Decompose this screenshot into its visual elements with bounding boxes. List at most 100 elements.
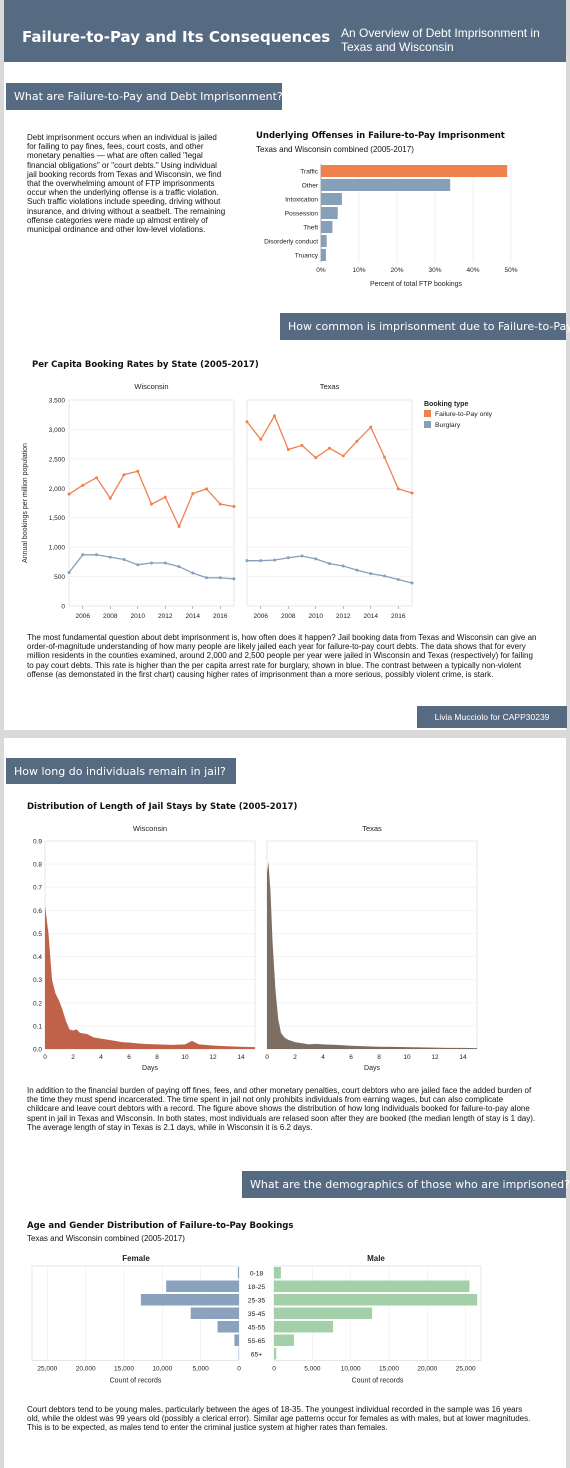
offenses-bar-chart: 0% 10% 20% 30% 40% 50% Traffic Other Intoxicatio…	[264, 164, 518, 288]
bar-intoxication	[321, 193, 342, 205]
y-tick-label: 1,000	[49, 545, 66, 552]
age-group-label: 0-18	[250, 1270, 264, 1277]
bar-possession	[321, 207, 338, 219]
data-point	[177, 525, 181, 529]
y-tick-label: 2,000	[49, 486, 66, 493]
demographics-chart-subtitle: Texas and Wisconsin combined (2005-2017)	[27, 1234, 185, 1243]
data-point	[300, 443, 304, 447]
y-tick-label: 0.1	[33, 1023, 42, 1030]
x-tick-label: 8	[377, 1054, 381, 1061]
panel-title-female: Female	[122, 1254, 150, 1263]
x-tick-label: 2012	[158, 613, 173, 620]
jail-stay-area-chart: 0.0 0.1 0.2 0.3 0.4 0.5 0.6 0.7 0.8 0.9 Wisconsin 0…	[33, 824, 478, 1072]
x-tick-label: 2010	[131, 613, 146, 620]
y-tick-label: Traffic	[300, 169, 318, 176]
bar-male-45-55	[274, 1321, 334, 1333]
bar-female-45-55	[217, 1321, 239, 1333]
data-point	[314, 456, 318, 460]
x-tick-label: 5,000	[193, 1366, 210, 1373]
bar-theft	[321, 221, 333, 233]
data-point	[136, 469, 140, 473]
x-tick-label: 0	[265, 1054, 269, 1061]
bar-traffic	[321, 165, 508, 177]
booking-rates-line-chart: Annual bookings per million population 0 5…	[22, 382, 493, 620]
paragraph-jail-length: In addition to the financial burden of p…	[27, 1086, 536, 1132]
legend-swatch	[424, 410, 431, 417]
data-point	[328, 446, 331, 450]
x-tick-label: 2006	[76, 613, 91, 620]
x-tick-label: 2008	[281, 613, 296, 620]
x-tick-label: 12	[209, 1054, 217, 1061]
data-point	[355, 568, 359, 572]
data-point	[191, 492, 195, 496]
bar-female-0-18	[237, 1267, 239, 1279]
page-subtitle: An Overview of Debt Imprisonment in Texa…	[341, 26, 540, 54]
data-point	[341, 564, 345, 568]
x-tick-label: 4	[99, 1054, 103, 1061]
y-tick-label: 0.7	[33, 885, 42, 892]
bar-male-55-65	[274, 1334, 294, 1346]
legend-label: Burglary	[435, 422, 461, 429]
data-point	[150, 502, 153, 506]
x-tick-label: 20%	[390, 267, 403, 274]
y-tick-label: 500	[54, 574, 65, 581]
page-title: Failure-to-Pay and Its Consequences	[22, 28, 331, 46]
age-group-label: 18-25	[248, 1284, 266, 1291]
y-tick-label: Intoxication	[285, 197, 318, 204]
y-tick-label: 3,000	[49, 427, 66, 434]
legend-title: Booking type	[424, 401, 468, 408]
y-tick-label: Truancy	[295, 253, 319, 260]
panel-title-wisconsin: Wisconsin	[133, 824, 167, 833]
legend-swatch	[424, 421, 431, 428]
x-tick-label: 2012	[336, 613, 351, 620]
data-point	[218, 576, 222, 580]
data-point	[369, 425, 373, 429]
x-tick-label: 2016	[391, 613, 406, 620]
data-point	[383, 455, 386, 459]
bar-female-35-45	[190, 1307, 239, 1319]
data-point	[136, 563, 140, 567]
data-point	[108, 496, 112, 500]
x-tick-label: 30%	[428, 267, 441, 274]
data-point	[300, 554, 304, 558]
data-point	[396, 487, 400, 491]
x-tick-label: 10,000	[152, 1366, 172, 1373]
x-axis-title: Count of records	[110, 1378, 162, 1385]
data-point	[273, 558, 276, 562]
x-tick-label: 2010	[309, 613, 324, 620]
section-heading-ftp-definition: What are Failure-to-Pay and Debt Impriso…	[6, 83, 283, 110]
y-tick-label: Other	[302, 183, 319, 190]
x-axis-title: Percent of total FTP bookings	[370, 281, 463, 288]
x-tick-label: 2	[293, 1054, 297, 1061]
data-point	[369, 572, 373, 576]
bar-female-25-35	[140, 1294, 239, 1306]
section-heading-jail-length: How long do individuals remain in jail?	[6, 758, 236, 784]
y-tick-label: 3,500	[49, 398, 66, 405]
age-group-label: 25-35	[248, 1297, 266, 1304]
x-tick-label: 14	[459, 1054, 467, 1061]
x-axis-title: Days	[364, 1065, 380, 1072]
y-tick-label: 0.9	[33, 839, 42, 846]
x-tick-label: 0%	[316, 267, 326, 274]
header-banner: Failure-to-Pay and Its Consequences An O…	[4, 0, 566, 62]
y-tick-label: 0.5	[33, 931, 42, 938]
data-point	[81, 483, 85, 487]
data-point	[314, 557, 318, 561]
data-point	[191, 571, 195, 575]
x-tick-label: 20,000	[417, 1366, 437, 1373]
x-tick-label: 6	[349, 1054, 353, 1061]
data-point	[122, 473, 126, 477]
panel-frame	[266, 840, 478, 1050]
demographics-chart-title: Age and Gender Distribution of Failure-t…	[27, 1221, 294, 1231]
data-point	[286, 556, 290, 560]
data-point	[232, 577, 236, 581]
y-tick-label: 0.8	[33, 862, 42, 869]
y-tick-label: 0.6	[33, 908, 42, 915]
x-tick-label: 14	[237, 1054, 245, 1061]
x-tick-label: 2014	[186, 613, 201, 620]
y-tick-label: Possession	[285, 211, 319, 218]
data-point	[328, 562, 331, 566]
density-area-texas	[267, 861, 477, 1049]
data-point	[122, 558, 126, 562]
page-1: Failure-to-Pay and Its Consequences An O…	[4, 0, 570, 730]
